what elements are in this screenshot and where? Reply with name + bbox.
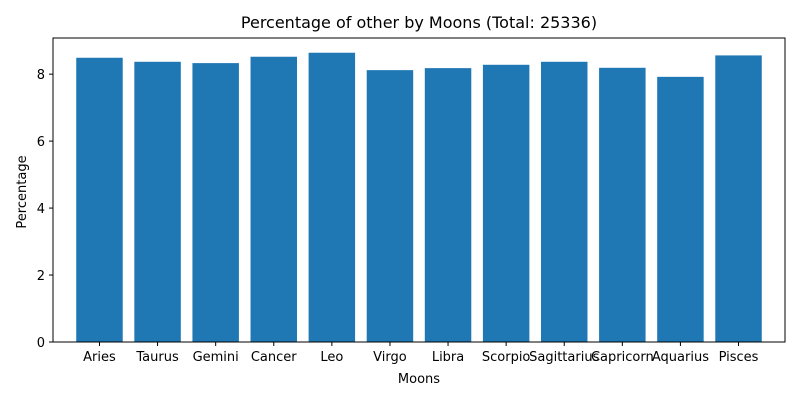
x-tick-label: Leo	[320, 350, 343, 365]
plot-area-frame	[52, 37, 786, 343]
bar-virgo	[366, 70, 414, 343]
y-tick-label: 2	[37, 269, 45, 284]
y-axis-label: Percentage	[15, 155, 30, 228]
y-tick-label: 4	[37, 202, 45, 217]
y-tick-label: 6	[37, 135, 45, 150]
x-tick-label: Sagittarius	[529, 350, 599, 365]
x-tick-label: Gemini	[193, 350, 239, 365]
bar-aries	[76, 57, 123, 343]
x-axis-ticks: Aries Taurus Gemini Cancer Leo Virgo Libra Scor…	[83, 342, 759, 365]
bar-sagittarius	[541, 61, 588, 342]
bar-cancer	[250, 56, 297, 342]
bar-aquarius	[657, 76, 704, 342]
x-tick-label: Libra	[432, 350, 464, 365]
y-tick-label: 0	[37, 336, 45, 351]
x-tick-label: Taurus	[135, 350, 179, 365]
x-tick-label: Cancer	[251, 350, 297, 365]
bar-pisces	[715, 55, 762, 342]
bar-taurus	[134, 61, 181, 342]
x-tick-label: Aquarius	[652, 350, 709, 365]
x-tick-label: Pisces	[719, 350, 759, 365]
x-tick-label: Virgo	[373, 350, 407, 365]
chart-title: Percentage of other by Moons (Total: 253…	[241, 13, 597, 32]
bar-gemini	[192, 63, 239, 342]
x-axis-label: Moons	[398, 372, 440, 387]
bars-group	[76, 52, 762, 343]
x-tick-label: Aries	[83, 350, 116, 365]
y-axis-ticks: 0 2 4 6 8	[37, 68, 53, 351]
x-tick-label: Capricorn	[591, 350, 654, 365]
bar-capricorn	[599, 67, 646, 342]
y-tick-label: 8	[37, 68, 45, 83]
bar-scorpio	[482, 64, 530, 342]
bar-leo	[308, 52, 356, 343]
x-tick-label: Scorpio	[482, 350, 531, 365]
bar-libra	[424, 68, 472, 343]
